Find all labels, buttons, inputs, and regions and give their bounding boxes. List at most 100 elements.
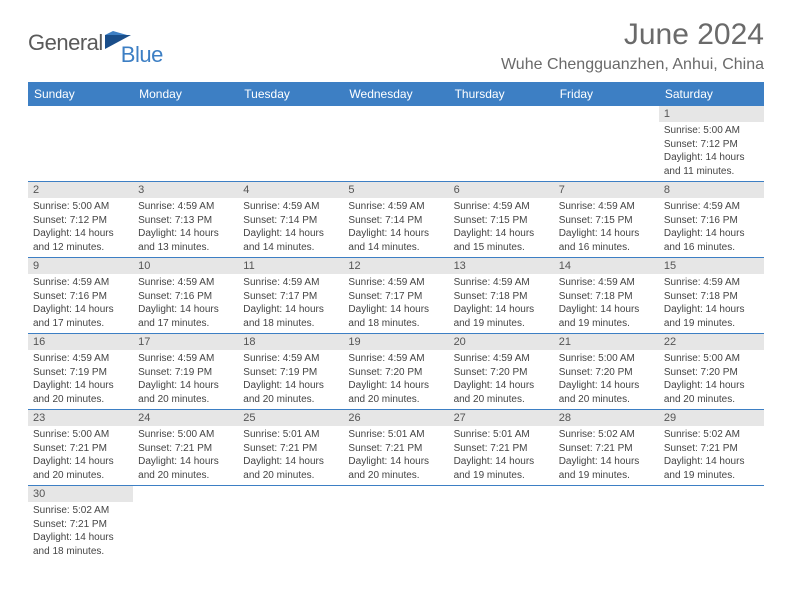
day-number: 30 bbox=[28, 486, 133, 502]
day-number: 12 bbox=[343, 258, 448, 274]
day-details: Sunrise: 4:59 AMSunset: 7:13 PMDaylight:… bbox=[133, 198, 238, 257]
day-cell: 16Sunrise: 4:59 AMSunset: 7:19 PMDayligh… bbox=[28, 334, 133, 410]
day-cell: 14Sunrise: 4:59 AMSunset: 7:18 PMDayligh… bbox=[554, 258, 659, 334]
day-details: Sunrise: 4:59 AMSunset: 7:18 PMDaylight:… bbox=[449, 274, 554, 333]
day-details: Sunrise: 4:59 AMSunset: 7:20 PMDaylight:… bbox=[449, 350, 554, 409]
calendar-week-row: 30Sunrise: 5:02 AMSunset: 7:21 PMDayligh… bbox=[28, 486, 764, 562]
day-details: Sunrise: 5:00 AMSunset: 7:20 PMDaylight:… bbox=[554, 350, 659, 409]
day-details: Sunrise: 5:00 AMSunset: 7:21 PMDaylight:… bbox=[28, 426, 133, 485]
day-number: 17 bbox=[133, 334, 238, 350]
day-number: 11 bbox=[238, 258, 343, 274]
day-cell bbox=[554, 106, 659, 182]
calendar-week-row: 16Sunrise: 4:59 AMSunset: 7:19 PMDayligh… bbox=[28, 334, 764, 410]
day-number: 16 bbox=[28, 334, 133, 350]
day-details: Sunrise: 4:59 AMSunset: 7:14 PMDaylight:… bbox=[343, 198, 448, 257]
day-cell: 18Sunrise: 4:59 AMSunset: 7:19 PMDayligh… bbox=[238, 334, 343, 410]
day-cell bbox=[659, 486, 764, 562]
logo-text-blue: Blue bbox=[121, 42, 163, 68]
day-cell bbox=[28, 106, 133, 182]
day-details: Sunrise: 4:59 AMSunset: 7:16 PMDaylight:… bbox=[659, 198, 764, 257]
day-cell: 7Sunrise: 4:59 AMSunset: 7:15 PMDaylight… bbox=[554, 182, 659, 258]
day-cell: 17Sunrise: 4:59 AMSunset: 7:19 PMDayligh… bbox=[133, 334, 238, 410]
day-number: 8 bbox=[659, 182, 764, 198]
day-details: Sunrise: 5:00 AMSunset: 7:21 PMDaylight:… bbox=[133, 426, 238, 485]
day-details: Sunrise: 5:01 AMSunset: 7:21 PMDaylight:… bbox=[449, 426, 554, 485]
month-title: June 2024 bbox=[501, 18, 764, 52]
day-number: 24 bbox=[133, 410, 238, 426]
day-cell: 3Sunrise: 4:59 AMSunset: 7:13 PMDaylight… bbox=[133, 182, 238, 258]
day-number: 4 bbox=[238, 182, 343, 198]
day-number: 13 bbox=[449, 258, 554, 274]
day-cell: 30Sunrise: 5:02 AMSunset: 7:21 PMDayligh… bbox=[28, 486, 133, 562]
day-cell: 15Sunrise: 4:59 AMSunset: 7:18 PMDayligh… bbox=[659, 258, 764, 334]
calendar-week-row: 23Sunrise: 5:00 AMSunset: 7:21 PMDayligh… bbox=[28, 410, 764, 486]
day-details: Sunrise: 4:59 AMSunset: 7:15 PMDaylight:… bbox=[554, 198, 659, 257]
day-number: 9 bbox=[28, 258, 133, 274]
day-cell bbox=[449, 106, 554, 182]
calendar-week-row: 2Sunrise: 5:00 AMSunset: 7:12 PMDaylight… bbox=[28, 182, 764, 258]
day-header-cell: Friday bbox=[554, 82, 659, 106]
day-cell bbox=[238, 486, 343, 562]
day-cell: 25Sunrise: 5:01 AMSunset: 7:21 PMDayligh… bbox=[238, 410, 343, 486]
day-number: 21 bbox=[554, 334, 659, 350]
calendar-body: 1Sunrise: 5:00 AMSunset: 7:12 PMDaylight… bbox=[28, 106, 764, 561]
day-cell bbox=[449, 486, 554, 562]
day-header-cell: Wednesday bbox=[343, 82, 448, 106]
day-details: Sunrise: 4:59 AMSunset: 7:14 PMDaylight:… bbox=[238, 198, 343, 257]
day-cell: 21Sunrise: 5:00 AMSunset: 7:20 PMDayligh… bbox=[554, 334, 659, 410]
day-details: Sunrise: 4:59 AMSunset: 7:19 PMDaylight:… bbox=[28, 350, 133, 409]
day-cell: 23Sunrise: 5:00 AMSunset: 7:21 PMDayligh… bbox=[28, 410, 133, 486]
day-cell: 20Sunrise: 4:59 AMSunset: 7:20 PMDayligh… bbox=[449, 334, 554, 410]
day-details: Sunrise: 5:00 AMSunset: 7:12 PMDaylight:… bbox=[659, 122, 764, 181]
day-cell: 4Sunrise: 4:59 AMSunset: 7:14 PMDaylight… bbox=[238, 182, 343, 258]
day-cell bbox=[343, 106, 448, 182]
day-details: Sunrise: 5:01 AMSunset: 7:21 PMDaylight:… bbox=[343, 426, 448, 485]
day-cell: 2Sunrise: 5:00 AMSunset: 7:12 PMDaylight… bbox=[28, 182, 133, 258]
day-details: Sunrise: 4:59 AMSunset: 7:19 PMDaylight:… bbox=[133, 350, 238, 409]
day-details: Sunrise: 5:01 AMSunset: 7:21 PMDaylight:… bbox=[238, 426, 343, 485]
day-number: 26 bbox=[343, 410, 448, 426]
calendar-table: SundayMondayTuesdayWednesdayThursdayFrid… bbox=[28, 82, 764, 561]
day-cell: 6Sunrise: 4:59 AMSunset: 7:15 PMDaylight… bbox=[449, 182, 554, 258]
day-number: 15 bbox=[659, 258, 764, 274]
day-cell: 29Sunrise: 5:02 AMSunset: 7:21 PMDayligh… bbox=[659, 410, 764, 486]
day-cell: 8Sunrise: 4:59 AMSunset: 7:16 PMDaylight… bbox=[659, 182, 764, 258]
day-cell: 10Sunrise: 4:59 AMSunset: 7:16 PMDayligh… bbox=[133, 258, 238, 334]
logo: General Blue bbox=[28, 18, 177, 56]
day-cell bbox=[554, 486, 659, 562]
day-details: Sunrise: 5:00 AMSunset: 7:20 PMDaylight:… bbox=[659, 350, 764, 409]
day-cell: 28Sunrise: 5:02 AMSunset: 7:21 PMDayligh… bbox=[554, 410, 659, 486]
day-cell: 12Sunrise: 4:59 AMSunset: 7:17 PMDayligh… bbox=[343, 258, 448, 334]
day-header-cell: Thursday bbox=[449, 82, 554, 106]
calendar-week-row: 1Sunrise: 5:00 AMSunset: 7:12 PMDaylight… bbox=[28, 106, 764, 182]
day-header-cell: Sunday bbox=[28, 82, 133, 106]
day-number: 2 bbox=[28, 182, 133, 198]
day-number: 18 bbox=[238, 334, 343, 350]
day-number: 10 bbox=[133, 258, 238, 274]
day-details: Sunrise: 4:59 AMSunset: 7:19 PMDaylight:… bbox=[238, 350, 343, 409]
day-number: 19 bbox=[343, 334, 448, 350]
day-number: 1 bbox=[659, 106, 764, 122]
day-details: Sunrise: 4:59 AMSunset: 7:20 PMDaylight:… bbox=[343, 350, 448, 409]
day-cell: 11Sunrise: 4:59 AMSunset: 7:17 PMDayligh… bbox=[238, 258, 343, 334]
day-cell bbox=[133, 106, 238, 182]
day-number: 6 bbox=[449, 182, 554, 198]
day-number: 5 bbox=[343, 182, 448, 198]
day-number: 23 bbox=[28, 410, 133, 426]
day-cell: 27Sunrise: 5:01 AMSunset: 7:21 PMDayligh… bbox=[449, 410, 554, 486]
day-header-cell: Tuesday bbox=[238, 82, 343, 106]
day-number: 29 bbox=[659, 410, 764, 426]
day-cell bbox=[238, 106, 343, 182]
day-details: Sunrise: 5:02 AMSunset: 7:21 PMDaylight:… bbox=[554, 426, 659, 485]
day-details: Sunrise: 4:59 AMSunset: 7:18 PMDaylight:… bbox=[659, 274, 764, 333]
day-number: 7 bbox=[554, 182, 659, 198]
day-cell bbox=[343, 486, 448, 562]
day-number: 3 bbox=[133, 182, 238, 198]
day-number: 25 bbox=[238, 410, 343, 426]
day-number: 22 bbox=[659, 334, 764, 350]
day-cell: 22Sunrise: 5:00 AMSunset: 7:20 PMDayligh… bbox=[659, 334, 764, 410]
day-details: Sunrise: 4:59 AMSunset: 7:16 PMDaylight:… bbox=[133, 274, 238, 333]
day-details: Sunrise: 5:02 AMSunset: 7:21 PMDaylight:… bbox=[28, 502, 133, 561]
day-number: 28 bbox=[554, 410, 659, 426]
day-details: Sunrise: 5:00 AMSunset: 7:12 PMDaylight:… bbox=[28, 198, 133, 257]
